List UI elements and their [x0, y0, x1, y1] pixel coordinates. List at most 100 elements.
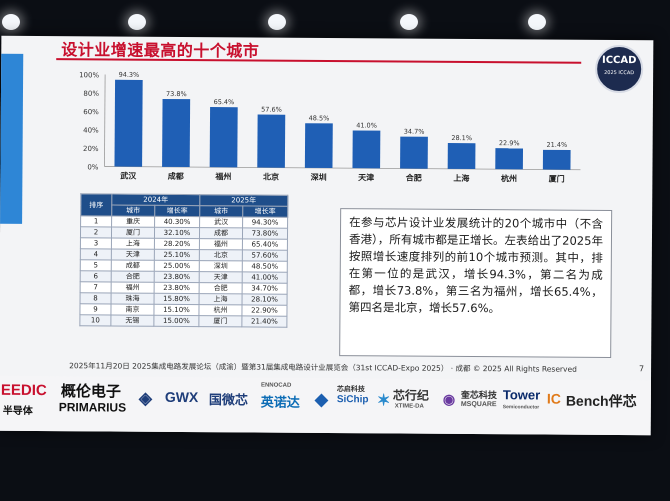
- stage-light: [528, 14, 546, 30]
- table-cell-rank: 3: [80, 237, 112, 250]
- left-accent-band: [0, 53, 24, 224]
- table-cell-city: 天津: [199, 271, 243, 283]
- table-subheader-city: 城市: [199, 205, 243, 217]
- bar: [495, 148, 524, 170]
- x-category-label: 杭州: [501, 173, 517, 183]
- sponsor-xtime-icon: ✶: [376, 392, 391, 410]
- table-cell-growth: 25.10%: [154, 249, 200, 261]
- table-cell-city: 上海: [111, 238, 155, 250]
- table-cell-growth: 25.00%: [154, 260, 200, 272]
- stage-light: [128, 14, 146, 30]
- table-cell-rank: 4: [80, 248, 112, 261]
- bar-data-label: 22.9%: [499, 139, 520, 147]
- table-cell-city: 天津: [111, 249, 155, 261]
- table-cell-city: 深圳: [199, 260, 243, 272]
- sponsor-ennocad-cn: 英诺达: [260, 394, 300, 410]
- table-cell-rank: 9: [79, 303, 112, 316]
- sponsor-gwx: GWX: [164, 388, 199, 406]
- sponsor-eedic: EEDIC: [0, 381, 47, 400]
- sponsor-msquare-icon: ◉: [442, 390, 456, 407]
- table-cell-rank: 6: [80, 270, 112, 283]
- table-cell-city: 无锡: [110, 315, 154, 327]
- table-cell-growth: 22.90%: [241, 304, 288, 317]
- table-cell-city: 厦门: [111, 227, 155, 239]
- table-subheader-city: 城市: [111, 205, 155, 217]
- bar: [209, 107, 238, 168]
- bar-data-label: 34.7%: [404, 128, 425, 136]
- table-header-rank: 排序: [80, 193, 112, 217]
- bar: [352, 130, 381, 169]
- bar: [542, 149, 571, 170]
- sponsor-eedic-sub: 半导体: [2, 405, 33, 417]
- table-cell-city: 杭州: [198, 304, 243, 316]
- sponsor-sichip-cn: 芯启科技: [336, 386, 365, 394]
- stage-light: [400, 14, 418, 30]
- table-cell-growth: 94.30%: [242, 216, 288, 229]
- table-cell-city: 合肥: [199, 282, 243, 294]
- table-cell-rank: 8: [80, 292, 112, 305]
- bar: [257, 114, 286, 168]
- table-cell-growth: 73.80%: [242, 227, 288, 240]
- table-body: 1 重庆 40.30% 武汉 94.30% 2 厦门 32.10% 成都 73.80% 3 上海 28.…: [79, 215, 288, 328]
- table-cell-city: 厦门: [198, 315, 242, 327]
- table-cell-rank: 2: [80, 226, 112, 239]
- table-cell-city: 南京: [110, 304, 155, 316]
- sponsor-icbench-ic: IC: [546, 390, 561, 407]
- x-category-label: 武汉: [120, 171, 137, 181]
- x-category-label: 厦门: [549, 174, 565, 184]
- x-category-label: 北京: [263, 172, 279, 182]
- sponsor-sichip: SiChip: [336, 394, 369, 406]
- table-cell-city: 上海: [199, 293, 243, 305]
- table-cell-growth: 41.00%: [242, 271, 288, 284]
- bar-data-label: 94.3%: [119, 71, 140, 79]
- stage-light: [2, 14, 20, 30]
- table-cell-city: 福州: [111, 282, 155, 294]
- title-underline: [56, 58, 582, 64]
- bar-data-label: 28.1%: [451, 134, 472, 142]
- sponsor-tower-sub: Semiconductor: [502, 404, 540, 411]
- x-category-label: 上海: [453, 173, 469, 183]
- table-cell-growth: 34.70%: [242, 282, 288, 295]
- y-tick-label: 0%: [87, 163, 99, 171]
- table-cell-city: 合肥: [111, 271, 155, 283]
- sponsor-msquare: MSQUARE: [460, 400, 497, 409]
- bar: [400, 136, 428, 169]
- table-cell-growth: 15.00%: [153, 315, 199, 327]
- bar-data-label: 65.4%: [214, 98, 235, 106]
- sponsor-xtime: XTIME-DA: [394, 403, 424, 410]
- x-category-label: 福州: [214, 171, 231, 181]
- table-header-2024: 2024年: [111, 194, 200, 206]
- sponsor-primarius: PRIMARIUS: [58, 400, 127, 415]
- x-category-label: 合肥: [405, 173, 422, 183]
- table-cell-city: 武汉: [199, 216, 243, 228]
- table-cell-rank: 1: [80, 215, 112, 228]
- table-cell-growth: 15.80%: [154, 293, 200, 305]
- x-category-label: 天津: [358, 172, 374, 182]
- bar: [304, 123, 333, 169]
- table-cell-growth: 65.40%: [242, 238, 288, 251]
- sponsor-bar: EEDIC 半导体 概伦电子 PRIMARIUS ◈ GWX 国微芯 ENNOC…: [0, 375, 651, 436]
- sponsor-icbench: Bench伴芯: [565, 392, 637, 410]
- table-cell-growth: 28.10%: [242, 293, 288, 306]
- table-row: 10 无锡 15.00% 厦门 21.40%: [79, 314, 287, 328]
- table-cell-growth: 23.80%: [154, 282, 200, 294]
- sponsor-ennocad: ENNOCAD: [260, 382, 292, 389]
- sponsor-xtime-cn: 芯行纪: [392, 388, 429, 403]
- growth-bar-chart: 0% 20% 40% 60% 80% 100% 94.3% 武汉 73.8% 成都 65.4% 福州 5…: [79, 71, 581, 184]
- bar: [114, 79, 143, 167]
- table-cell-growth: 40.30%: [154, 216, 200, 228]
- table-cell-city: 重庆: [111, 216, 155, 228]
- sponsor-sichip-icon: ◆: [314, 389, 328, 410]
- page-number: 7: [639, 364, 645, 374]
- table-cell-city: 成都: [111, 260, 155, 272]
- stage-light: [268, 14, 286, 30]
- table-cell-city: 成都: [199, 227, 243, 239]
- sponsor-gwx-icon: ◈: [138, 388, 153, 408]
- sponsor-tower: Tower: [502, 387, 541, 403]
- table-cell-growth: 57.60%: [242, 249, 288, 262]
- table-cell-rank: 5: [80, 259, 112, 272]
- table-cell-growth: 32.10%: [154, 227, 200, 239]
- bar-data-label: 41.0%: [356, 121, 377, 129]
- iccad-logo: ICCAD 2025 ICCAD: [595, 44, 644, 94]
- sponsor-primarius-cn: 概伦电子: [60, 383, 121, 401]
